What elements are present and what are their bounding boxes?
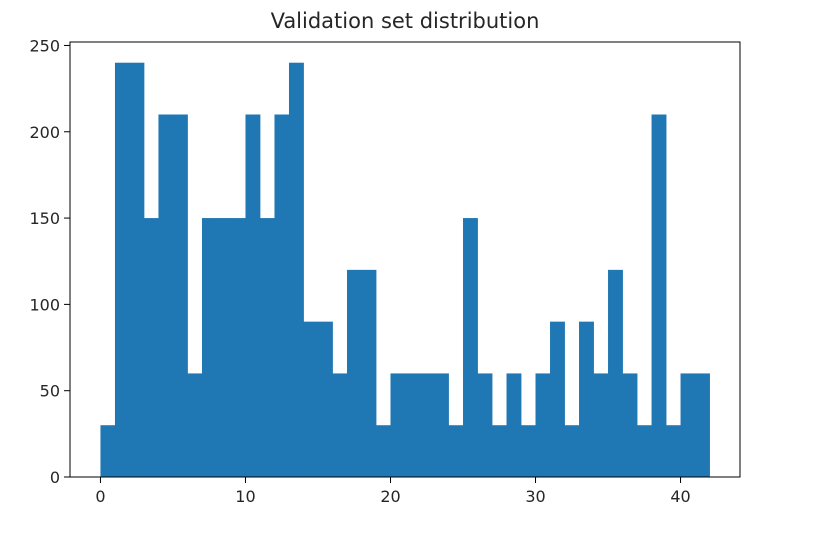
bars-group: [100, 62, 710, 478]
bar-14: [303, 321, 319, 477]
bar-0: [100, 425, 116, 477]
bar-12: [274, 114, 290, 477]
bar-16: [332, 373, 348, 477]
y-tick-label-4: 200: [29, 123, 60, 142]
bar-10: [245, 114, 261, 477]
bar-25: [463, 218, 478, 478]
chart-title: Validation set distribution: [271, 9, 540, 33]
y-tick-label-0: 0: [50, 468, 60, 487]
bar-36: [622, 373, 638, 477]
bar-17: [346, 269, 362, 477]
bar-9: [230, 218, 246, 478]
bar-1: [114, 62, 130, 477]
bar-33: [579, 321, 594, 477]
y-tick-label-2: 100: [29, 295, 60, 314]
x-tick-label-0: 0: [95, 487, 105, 506]
bar-13: [288, 62, 304, 477]
bar-41: [695, 373, 710, 477]
bar-5: [172, 114, 188, 477]
bar-15: [317, 321, 333, 477]
plot-frame: [69, 41, 741, 478]
bar-11: [259, 218, 275, 478]
bar-4: [158, 114, 174, 477]
bar-7: [201, 218, 217, 478]
bar-8: [216, 218, 232, 478]
x-tick-label-4: 40: [670, 487, 690, 506]
bar-37: [637, 425, 652, 477]
bar-34: [593, 373, 609, 477]
bar-22: [419, 373, 435, 477]
x-tick-label-2: 20: [380, 487, 400, 506]
y-tick-label-5: 250: [29, 36, 60, 55]
bar-28: [506, 373, 522, 477]
bar-40: [680, 373, 696, 477]
bar-19: [375, 425, 391, 477]
bar-29: [521, 425, 536, 477]
bar-20: [390, 373, 406, 477]
bar-27: [492, 425, 507, 477]
bar-38: [651, 114, 667, 477]
bar-23: [434, 373, 449, 477]
bar-24: [448, 425, 464, 477]
bar-3: [143, 218, 159, 478]
x-tick-label-3: 30: [525, 487, 545, 506]
bar-26: [477, 373, 493, 477]
bar-21: [405, 373, 420, 477]
bar-30: [535, 373, 551, 477]
bar-35: [608, 269, 623, 477]
bar-32: [564, 425, 580, 477]
bar-31: [550, 321, 565, 477]
x-tick-label-1: 10: [235, 487, 255, 506]
y-tick-label-1: 50: [40, 382, 60, 401]
bar-18: [361, 269, 377, 477]
bar-2: [129, 62, 145, 477]
bar-6: [187, 373, 203, 477]
y-tick-label-3: 150: [29, 209, 60, 228]
bar-39: [666, 425, 681, 477]
ticks-group: 0 10 20 30 40 0 50 100 150 200 250: [29, 36, 690, 506]
